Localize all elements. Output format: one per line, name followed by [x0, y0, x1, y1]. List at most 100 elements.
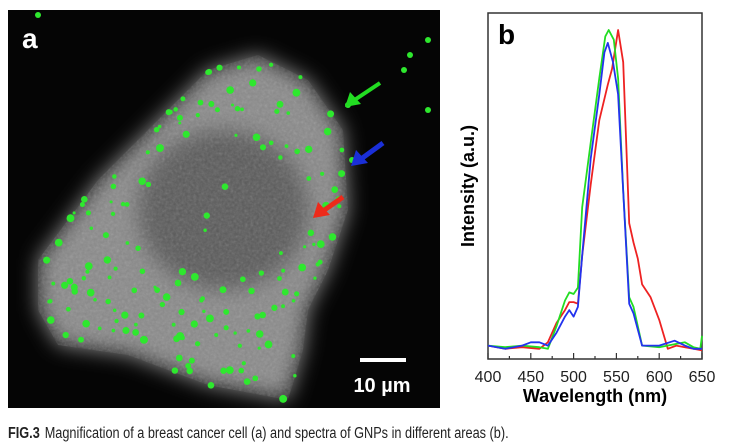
gnp-spot — [70, 283, 78, 291]
gnp-spot — [327, 110, 335, 118]
gnp-green-spots — [35, 12, 431, 403]
gnp-spot — [154, 287, 161, 293]
x-tick-label: 550 — [603, 369, 630, 386]
gnp-spot — [171, 322, 176, 327]
gnp-spot — [171, 367, 179, 374]
series-line-green — [487, 29, 703, 350]
gnp-spot — [230, 103, 234, 107]
gnp-spot — [219, 286, 227, 294]
gnp-spot — [43, 256, 51, 264]
gnp-spot — [81, 196, 88, 203]
gnp-spot — [114, 318, 119, 324]
gnp-spot — [109, 200, 113, 204]
gnp-spot — [277, 276, 282, 281]
gnp-spot — [220, 367, 227, 374]
gnp-spot — [176, 114, 183, 121]
gnp-spot — [97, 326, 102, 331]
gnp-spot — [238, 367, 245, 374]
gnp-spot — [401, 67, 407, 73]
gnp-spot — [257, 346, 261, 350]
gnp-spot — [79, 202, 85, 208]
gnp-spot — [89, 226, 94, 230]
gnp-spot — [81, 276, 87, 281]
gnp-spot — [85, 269, 90, 274]
gnp-spot — [216, 64, 223, 71]
gnp-spot — [254, 313, 261, 320]
gnp-spot — [339, 147, 345, 153]
gnp-spot — [51, 281, 56, 286]
gnp-spot — [78, 336, 84, 343]
gnp-spot — [214, 107, 220, 113]
gnp-spot — [186, 367, 193, 375]
gnp-spot — [86, 288, 95, 297]
cell-image: 10 µm a — [22, 12, 431, 403]
gnp-spot — [248, 287, 255, 295]
gnp-spot — [195, 113, 200, 118]
gnp-spot — [206, 68, 213, 75]
gnp-spot — [239, 276, 246, 283]
gnp-spot — [120, 201, 126, 207]
gnp-spot — [298, 75, 303, 80]
gnp-spot — [84, 262, 93, 270]
gnp-spot — [110, 183, 117, 190]
gnp-spot — [199, 297, 204, 303]
gnp-spot — [240, 107, 244, 112]
caption-text: Magnification of a breast cancer cell (a… — [44, 425, 509, 442]
gnp-spot — [122, 327, 130, 335]
gnp-spot — [190, 272, 199, 281]
gnp-spot — [316, 240, 325, 249]
gnp-spot — [173, 107, 178, 112]
gnp-spot — [176, 332, 185, 341]
gnp-spot — [306, 176, 312, 181]
gnp-spot — [182, 130, 190, 138]
gnp-spot — [121, 311, 129, 319]
spectra-chart: b 400 450 500 550 600 650 Wavelength (nm) Int… — [458, 12, 715, 406]
gnp-spot — [312, 242, 316, 247]
gnp-spot — [291, 298, 296, 303]
arrow-red — [313, 194, 345, 218]
microscopy-image-panel: 10 µm a — [8, 10, 440, 408]
gnp-spot — [264, 340, 273, 349]
gnp-spot — [145, 150, 150, 155]
y-axis-label: Intensity (a.u.) — [458, 125, 478, 247]
gnp-spot — [337, 204, 342, 209]
gnp-spot — [268, 140, 274, 146]
gnp-spot — [284, 144, 289, 149]
gnp-spot — [425, 37, 431, 43]
gnp-spot — [197, 99, 204, 106]
gnp-spot — [241, 361, 246, 366]
gnp-spot — [145, 181, 152, 188]
spectra-chart-panel: b 400 450 500 550 600 650 Wavelength (nm) Int… — [440, 0, 729, 420]
gnp-spot — [252, 133, 261, 142]
gnp-spot — [125, 241, 130, 245]
gnp-spot — [331, 186, 339, 194]
gnp-spot — [111, 328, 116, 333]
gnp-spot — [286, 111, 291, 115]
gnp-spot — [46, 316, 55, 324]
gnp-spot — [298, 263, 307, 272]
gnp-spot — [159, 301, 166, 308]
gnp-spot — [85, 210, 91, 216]
gnp-spot — [54, 238, 63, 247]
gnp-spot — [138, 312, 145, 319]
gnp-spot — [243, 378, 251, 385]
gnp-spot — [425, 107, 431, 113]
gnp-spot — [66, 214, 75, 223]
figure-caption: FIG.3 Magnification of a breast cancer ce… — [8, 425, 509, 443]
gnp-spot — [268, 62, 274, 67]
gnp-spot — [259, 144, 267, 151]
gnp-spot — [178, 121, 182, 125]
gnp-spot — [328, 233, 337, 241]
gnp-spot — [112, 308, 117, 313]
arrow-blue — [351, 140, 385, 166]
gnp-spot — [221, 183, 229, 191]
gnp-spot — [255, 330, 264, 338]
gnp-spot — [35, 12, 41, 18]
gnp-spot — [281, 268, 286, 273]
gnp-spot — [233, 331, 237, 335]
scale-bar-label: 10 µm — [353, 375, 410, 397]
gnp-spot — [207, 381, 215, 389]
gnp-spot — [180, 96, 186, 102]
gnp-spot — [138, 177, 146, 185]
gnp-spot — [112, 174, 117, 179]
